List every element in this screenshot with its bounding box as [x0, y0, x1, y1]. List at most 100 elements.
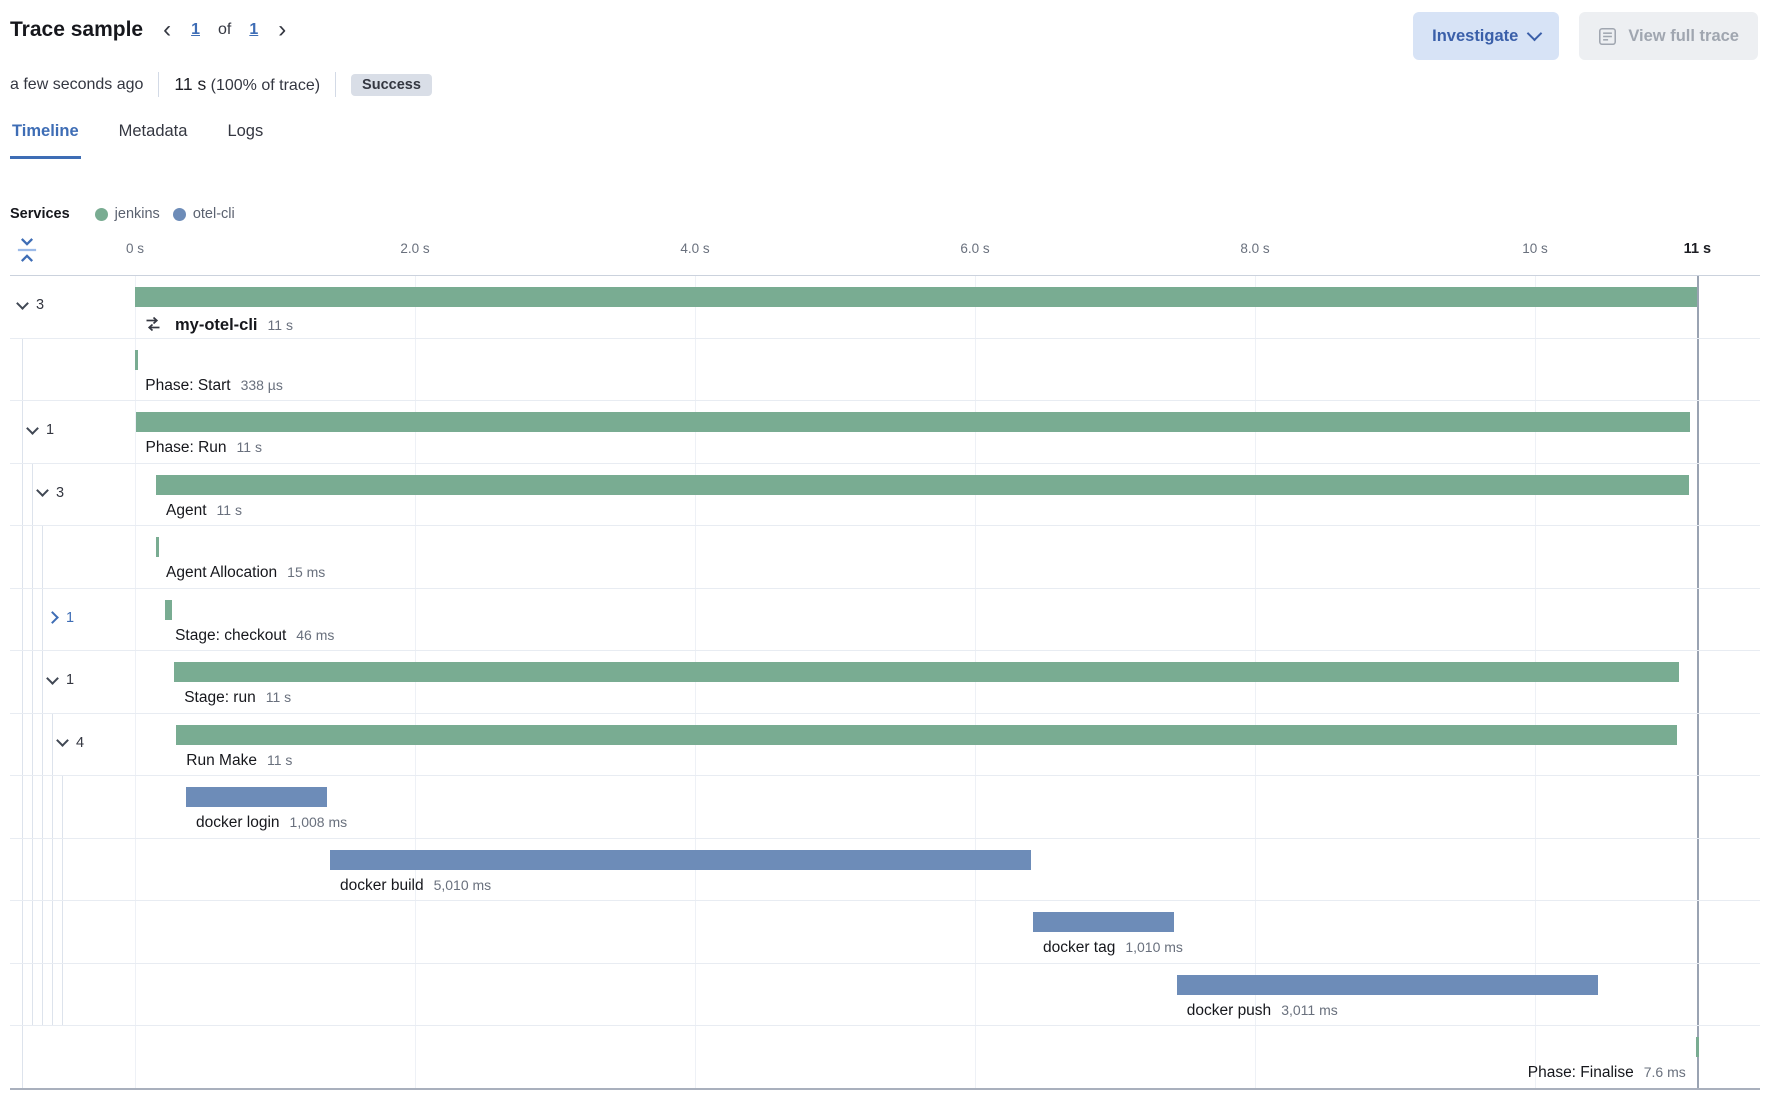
indent-guide	[62, 838, 63, 901]
indent-guide	[32, 963, 33, 1026]
span-name: Stage: checkout	[175, 626, 287, 644]
indent-guide	[32, 776, 33, 838]
indent-guide	[22, 1026, 23, 1088]
span-row: 3 my-otel-cli 11 s	[10, 276, 1760, 338]
collapse-toggle[interactable]: 3	[16, 296, 45, 313]
investigate-button[interactable]: Investigate	[1413, 12, 1560, 60]
indent-guide	[32, 651, 33, 713]
duration-value: 11 s	[174, 74, 207, 94]
waterfall-rows: 3 my-otel-cli 11 s Phase: Start 338 µs 1 Phase…	[10, 276, 1760, 1088]
span-label: Stage: checkout 46 ms	[175, 627, 334, 645]
indent-guide	[32, 526, 33, 588]
span-bar[interactable]	[135, 412, 1690, 433]
children-count: 1	[66, 609, 75, 626]
span-bar[interactable]	[176, 724, 1678, 745]
span-bar[interactable]	[330, 849, 1032, 870]
indent-guide	[62, 776, 63, 838]
total-page-link[interactable]: 1	[249, 21, 259, 38]
indent-guide	[52, 901, 53, 963]
header-actions: Investigate View full trace	[1413, 12, 1758, 60]
chevron-down-icon	[16, 296, 29, 310]
indent-guide	[32, 588, 33, 651]
span-bar[interactable]	[1032, 912, 1175, 933]
span-row: docker push 3,011 ms	[10, 962, 1760, 1026]
tab-metadata[interactable]: Metadata	[118, 122, 188, 140]
span-bar[interactable]	[135, 349, 139, 370]
span-label: Phase: Finalise 7.6 ms	[1528, 1064, 1686, 1082]
collapse-toggle[interactable]: 1	[46, 671, 74, 688]
indent-guide	[42, 713, 43, 776]
view-full-trace-button[interactable]: View full trace	[1579, 12, 1758, 60]
span-bar[interactable]	[165, 599, 172, 620]
expand-toggle[interactable]: 1	[46, 609, 75, 626]
children-count: 3	[56, 484, 65, 501]
collapse-toggle[interactable]: 1	[26, 421, 54, 438]
span-bar[interactable]	[1695, 1037, 1699, 1058]
span-duration: 11 s	[266, 751, 293, 768]
indent-guide	[22, 338, 23, 401]
chevron-down-icon	[26, 421, 39, 435]
span-name: docker push	[1186, 1001, 1272, 1019]
chevron-down-icon	[1527, 25, 1543, 42]
indent-guide	[62, 963, 63, 1026]
time-axis: 0 s 2.0 s 4.0 s 6.0 s 8.0 s 10 s 11 s	[0, 241, 1768, 259]
indent-guide	[42, 963, 43, 1026]
collapse-all-icon[interactable]	[16, 237, 38, 268]
span-label: Agent Allocation 15 ms	[166, 564, 325, 582]
span-bar[interactable]	[174, 662, 1680, 683]
span-duration: 338 µs	[240, 376, 283, 393]
header: Trace sample ‹ 1 of 1 ›	[10, 18, 288, 42]
duration-percent: (100% of trace)	[210, 77, 321, 94]
span-duration: 5,010 ms	[433, 876, 492, 893]
span-label: docker build 5,010 ms	[340, 877, 491, 895]
indent-guide	[22, 963, 23, 1026]
collapse-toggle[interactable]: 4	[56, 734, 84, 751]
span-label: docker push 3,011 ms	[1187, 1002, 1338, 1020]
span-duration: 46 ms	[296, 626, 335, 643]
children-count: 3	[36, 297, 45, 313]
span-name: docker login	[195, 814, 280, 832]
indent-guide	[42, 776, 43, 838]
collapse-toggle[interactable]: 3	[36, 484, 65, 501]
tab-timeline[interactable]: Timeline	[10, 122, 81, 159]
transaction-type-icon	[145, 316, 161, 337]
span-bar[interactable]	[156, 537, 159, 558]
span-duration: 15 ms	[287, 564, 326, 581]
span-row: Agent Allocation 15 ms	[10, 525, 1760, 588]
span-name: docker build	[340, 876, 424, 894]
indent-guide	[22, 901, 23, 963]
indent-guide	[42, 838, 43, 901]
tab-bar: Timeline Metadata Logs	[10, 122, 265, 159]
span-name: Phase: Finalise	[1527, 1064, 1634, 1082]
indent-guide	[52, 838, 53, 901]
span-duration: 11 s	[267, 317, 293, 333]
axis-tick-label: 4.0 s	[680, 241, 710, 256]
status-badge: Success	[351, 73, 432, 96]
next-page-icon[interactable]: ›	[278, 16, 287, 43]
span-name: my-otel-cli	[175, 316, 258, 334]
span-label: docker login 1,008 ms	[196, 814, 347, 832]
span-bar[interactable]	[185, 787, 328, 808]
timestamp: a few seconds ago	[10, 75, 144, 93]
indent-guide	[42, 651, 43, 713]
span-duration: 11 s	[236, 439, 262, 456]
tab-logs[interactable]: Logs	[227, 122, 264, 140]
span-name: Stage: run	[184, 689, 256, 707]
span-row: docker login 1,008 ms	[10, 775, 1760, 838]
indent-guide	[22, 463, 23, 526]
duration-summary: 11 s (100% of trace)	[174, 74, 320, 95]
span-bar[interactable]	[1176, 974, 1599, 995]
prev-page-icon[interactable]: ‹	[163, 16, 172, 43]
indent-guide	[42, 588, 43, 651]
span-label: Phase: Run 11 s	[146, 439, 262, 457]
chevron-right-icon	[46, 611, 59, 625]
span-bar[interactable]	[135, 287, 1698, 307]
span-bar[interactable]	[156, 474, 1689, 495]
services-legend: Services jenkins otel-cli	[10, 206, 235, 222]
current-page-link[interactable]: 1	[191, 21, 200, 38]
span-row: docker build 5,010 ms	[10, 837, 1760, 901]
span-row: Phase: Finalise 7.6 ms	[10, 1025, 1760, 1088]
jenkins-color-dot	[94, 207, 108, 221]
indent-guide	[22, 713, 23, 776]
